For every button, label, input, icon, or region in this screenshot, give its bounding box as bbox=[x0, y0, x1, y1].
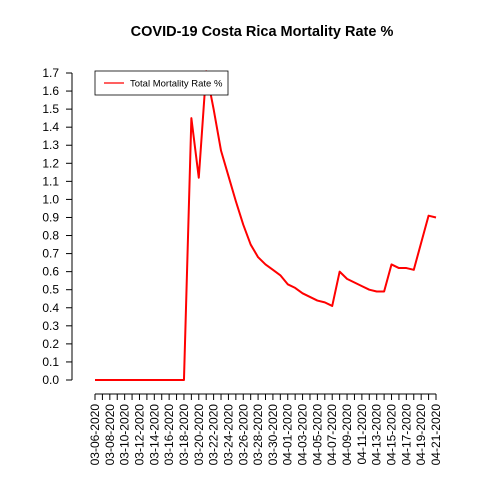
x-tick-label: 04-19-2020 bbox=[414, 404, 428, 466]
y-tick-label: 0.2 bbox=[42, 337, 59, 351]
y-tick-label: 1.4 bbox=[42, 120, 59, 134]
x-tick-label: 03-18-2020 bbox=[177, 404, 191, 466]
x-tick-label: 03-06-2020 bbox=[88, 404, 102, 466]
x-tick-label: 03-22-2020 bbox=[207, 404, 221, 466]
x-tick-label: 04-01-2020 bbox=[281, 404, 295, 466]
x-tick-label: 03-24-2020 bbox=[221, 404, 235, 466]
x-tick-label: 04-15-2020 bbox=[385, 404, 399, 466]
legend: Total Mortality Rate % bbox=[94, 70, 229, 96]
x-tick-label: 04-05-2020 bbox=[310, 404, 324, 466]
x-tick-label: 03-12-2020 bbox=[132, 404, 146, 466]
plot-area bbox=[94, 70, 437, 381]
x-tick-label: 03-16-2020 bbox=[162, 404, 176, 466]
y-tick-label: 1.2 bbox=[42, 156, 59, 170]
y-axis: 0.0 0.1 0.2 0.3 0.4 0.5 0.6 0.7 0.8 0.9 1.0 1.1 1.2 1… bbox=[42, 66, 73, 387]
x-tick-label: 03-08-2020 bbox=[103, 404, 117, 466]
x-tick-label: 03-14-2020 bbox=[147, 404, 161, 466]
y-tick-label: 0.3 bbox=[42, 319, 59, 333]
legend-label: Total Mortality Rate % bbox=[130, 79, 223, 90]
y-tick-label: 1.0 bbox=[42, 192, 59, 206]
y-tick-label: 0.5 bbox=[42, 283, 59, 297]
series-line-total-mortality-rate bbox=[95, 70, 437, 381]
y-tick-label: 0.8 bbox=[42, 229, 59, 243]
x-tick-label: 03-26-2020 bbox=[236, 404, 250, 466]
y-tick-label: 0.1 bbox=[42, 355, 59, 369]
y-tick-label: 0.6 bbox=[42, 265, 59, 279]
y-tick-label: 1.6 bbox=[42, 84, 59, 98]
x-tick-label: 04-13-2020 bbox=[370, 404, 384, 466]
x-tick-label: 04-21-2020 bbox=[429, 404, 443, 466]
x-tick-label: 04-03-2020 bbox=[296, 404, 310, 466]
x-tick-label: 03-10-2020 bbox=[118, 404, 132, 466]
y-tick-label: 1.1 bbox=[42, 174, 59, 188]
chart-title: COVID-19 Costa Rica Mortality Rate % bbox=[131, 24, 394, 40]
y-tick-label: 0.7 bbox=[42, 247, 59, 261]
y-tick-label: 1.5 bbox=[42, 102, 59, 116]
x-tick-label: 04-07-2020 bbox=[325, 404, 339, 466]
y-tick-label: 0.9 bbox=[42, 210, 59, 224]
y-tick-label: 0.4 bbox=[42, 301, 59, 315]
y-tick-label: 0.0 bbox=[42, 373, 59, 387]
x-tick-label: 03-20-2020 bbox=[192, 404, 206, 466]
y-tick-label: 1.3 bbox=[42, 138, 59, 152]
y-tick-label: 1.7 bbox=[42, 66, 59, 80]
x-tick-label: 03-30-2020 bbox=[266, 404, 280, 466]
x-axis: 03-06-2020 03-08-2020 03-10-2020 03-12-2020… bbox=[88, 393, 443, 466]
x-tick-label: 04-09-2020 bbox=[340, 404, 354, 466]
x-tick-label: 04-11-2020 bbox=[355, 404, 369, 465]
x-tick-label: 03-28-2020 bbox=[251, 404, 265, 466]
x-tick-label: 04-17-2020 bbox=[399, 404, 413, 466]
